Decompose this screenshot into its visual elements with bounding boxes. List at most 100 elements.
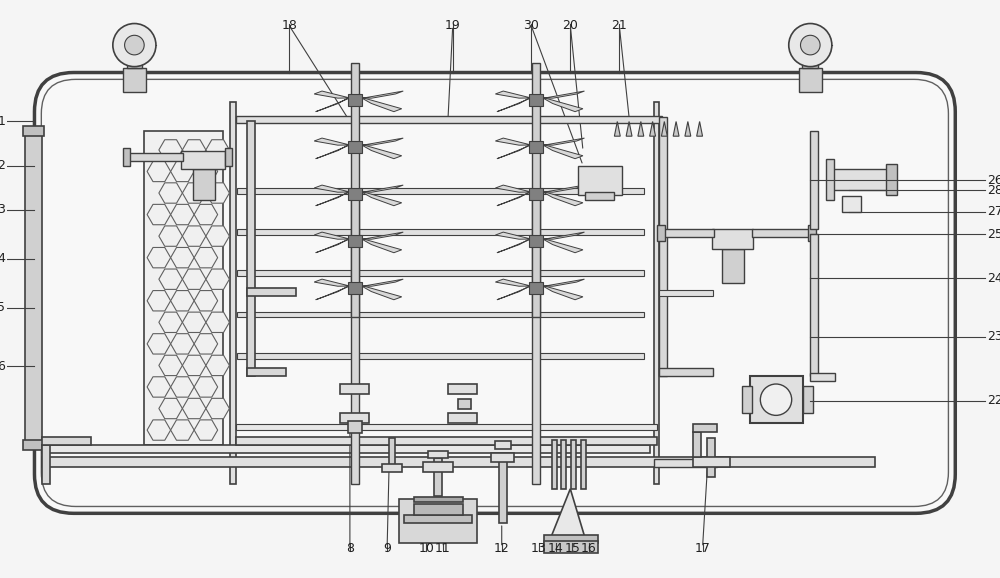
Text: 21: 21 (611, 18, 627, 32)
Polygon shape (316, 239, 350, 253)
Bar (722, 249, 744, 283)
Bar (585, 192, 614, 200)
Bar (826, 159, 834, 200)
Polygon shape (206, 140, 229, 160)
Bar (423, 462, 453, 472)
Bar (448, 384, 477, 394)
Text: 11: 11 (435, 542, 451, 555)
Polygon shape (543, 286, 583, 300)
Polygon shape (194, 377, 218, 397)
Bar (532, 190, 540, 484)
Bar (659, 290, 713, 296)
Bar (808, 225, 816, 241)
Bar (237, 312, 644, 317)
Bar (495, 441, 511, 449)
Bar (571, 440, 576, 489)
Polygon shape (626, 121, 632, 136)
Bar (886, 164, 897, 195)
Text: 25: 25 (987, 228, 1000, 240)
Polygon shape (495, 91, 531, 98)
Bar (23, 127, 44, 136)
Polygon shape (497, 98, 531, 112)
Bar (750, 376, 803, 423)
Bar (654, 460, 717, 467)
Text: 19: 19 (445, 18, 461, 32)
Circle shape (801, 35, 820, 55)
Text: 8: 8 (346, 542, 354, 555)
Text: 17: 17 (695, 542, 710, 555)
Text: 2: 2 (0, 159, 5, 172)
Polygon shape (206, 312, 229, 332)
Polygon shape (194, 291, 218, 311)
Bar (382, 464, 402, 472)
Bar (230, 102, 236, 484)
Polygon shape (673, 121, 679, 136)
Polygon shape (497, 145, 531, 159)
Text: 26: 26 (987, 174, 1000, 187)
Polygon shape (147, 377, 171, 397)
Polygon shape (147, 205, 171, 225)
Bar (348, 94, 362, 106)
Polygon shape (362, 185, 403, 192)
Text: 4: 4 (0, 252, 5, 265)
Text: 15: 15 (564, 542, 580, 555)
Bar (657, 225, 665, 241)
Bar (428, 451, 448, 458)
Bar (561, 440, 566, 489)
Text: 12: 12 (494, 542, 510, 555)
Polygon shape (543, 239, 583, 253)
Bar (25, 131, 42, 444)
Polygon shape (543, 185, 584, 192)
Text: 20: 20 (562, 18, 578, 32)
Polygon shape (316, 286, 350, 300)
Bar (340, 413, 369, 423)
Polygon shape (182, 183, 206, 203)
Bar (348, 141, 362, 153)
Polygon shape (159, 183, 182, 203)
Polygon shape (194, 161, 218, 181)
Bar (581, 440, 586, 489)
Text: 24: 24 (987, 272, 1000, 285)
Bar (123, 148, 130, 165)
Text: 5: 5 (0, 301, 5, 314)
Text: 28: 28 (987, 184, 1000, 197)
Bar (799, 68, 822, 92)
Polygon shape (171, 247, 194, 268)
Polygon shape (362, 91, 403, 98)
Polygon shape (316, 192, 350, 206)
Circle shape (760, 384, 792, 416)
Bar (491, 453, 514, 462)
Bar (810, 373, 835, 381)
Bar (448, 413, 477, 423)
Polygon shape (362, 286, 402, 300)
Polygon shape (543, 279, 584, 286)
Bar (193, 169, 215, 200)
Bar (802, 60, 818, 68)
Bar (399, 499, 477, 543)
Polygon shape (147, 247, 171, 268)
Polygon shape (362, 232, 403, 239)
Text: 9: 9 (383, 542, 391, 555)
Text: 1: 1 (0, 115, 5, 128)
Polygon shape (495, 279, 531, 286)
Bar (389, 438, 395, 467)
Circle shape (125, 35, 144, 55)
Bar (499, 454, 507, 523)
Bar (42, 437, 91, 444)
Bar (529, 235, 543, 247)
Polygon shape (362, 279, 403, 286)
Polygon shape (171, 161, 194, 181)
Polygon shape (316, 98, 350, 112)
Bar (654, 102, 659, 484)
Polygon shape (638, 121, 644, 136)
FancyBboxPatch shape (34, 72, 955, 513)
Polygon shape (661, 121, 667, 136)
Polygon shape (147, 420, 171, 440)
Polygon shape (182, 398, 206, 418)
Polygon shape (314, 279, 350, 286)
Bar (830, 169, 889, 190)
Polygon shape (497, 286, 531, 300)
Bar (693, 424, 717, 432)
Text: 16: 16 (581, 542, 597, 555)
Polygon shape (497, 192, 531, 206)
